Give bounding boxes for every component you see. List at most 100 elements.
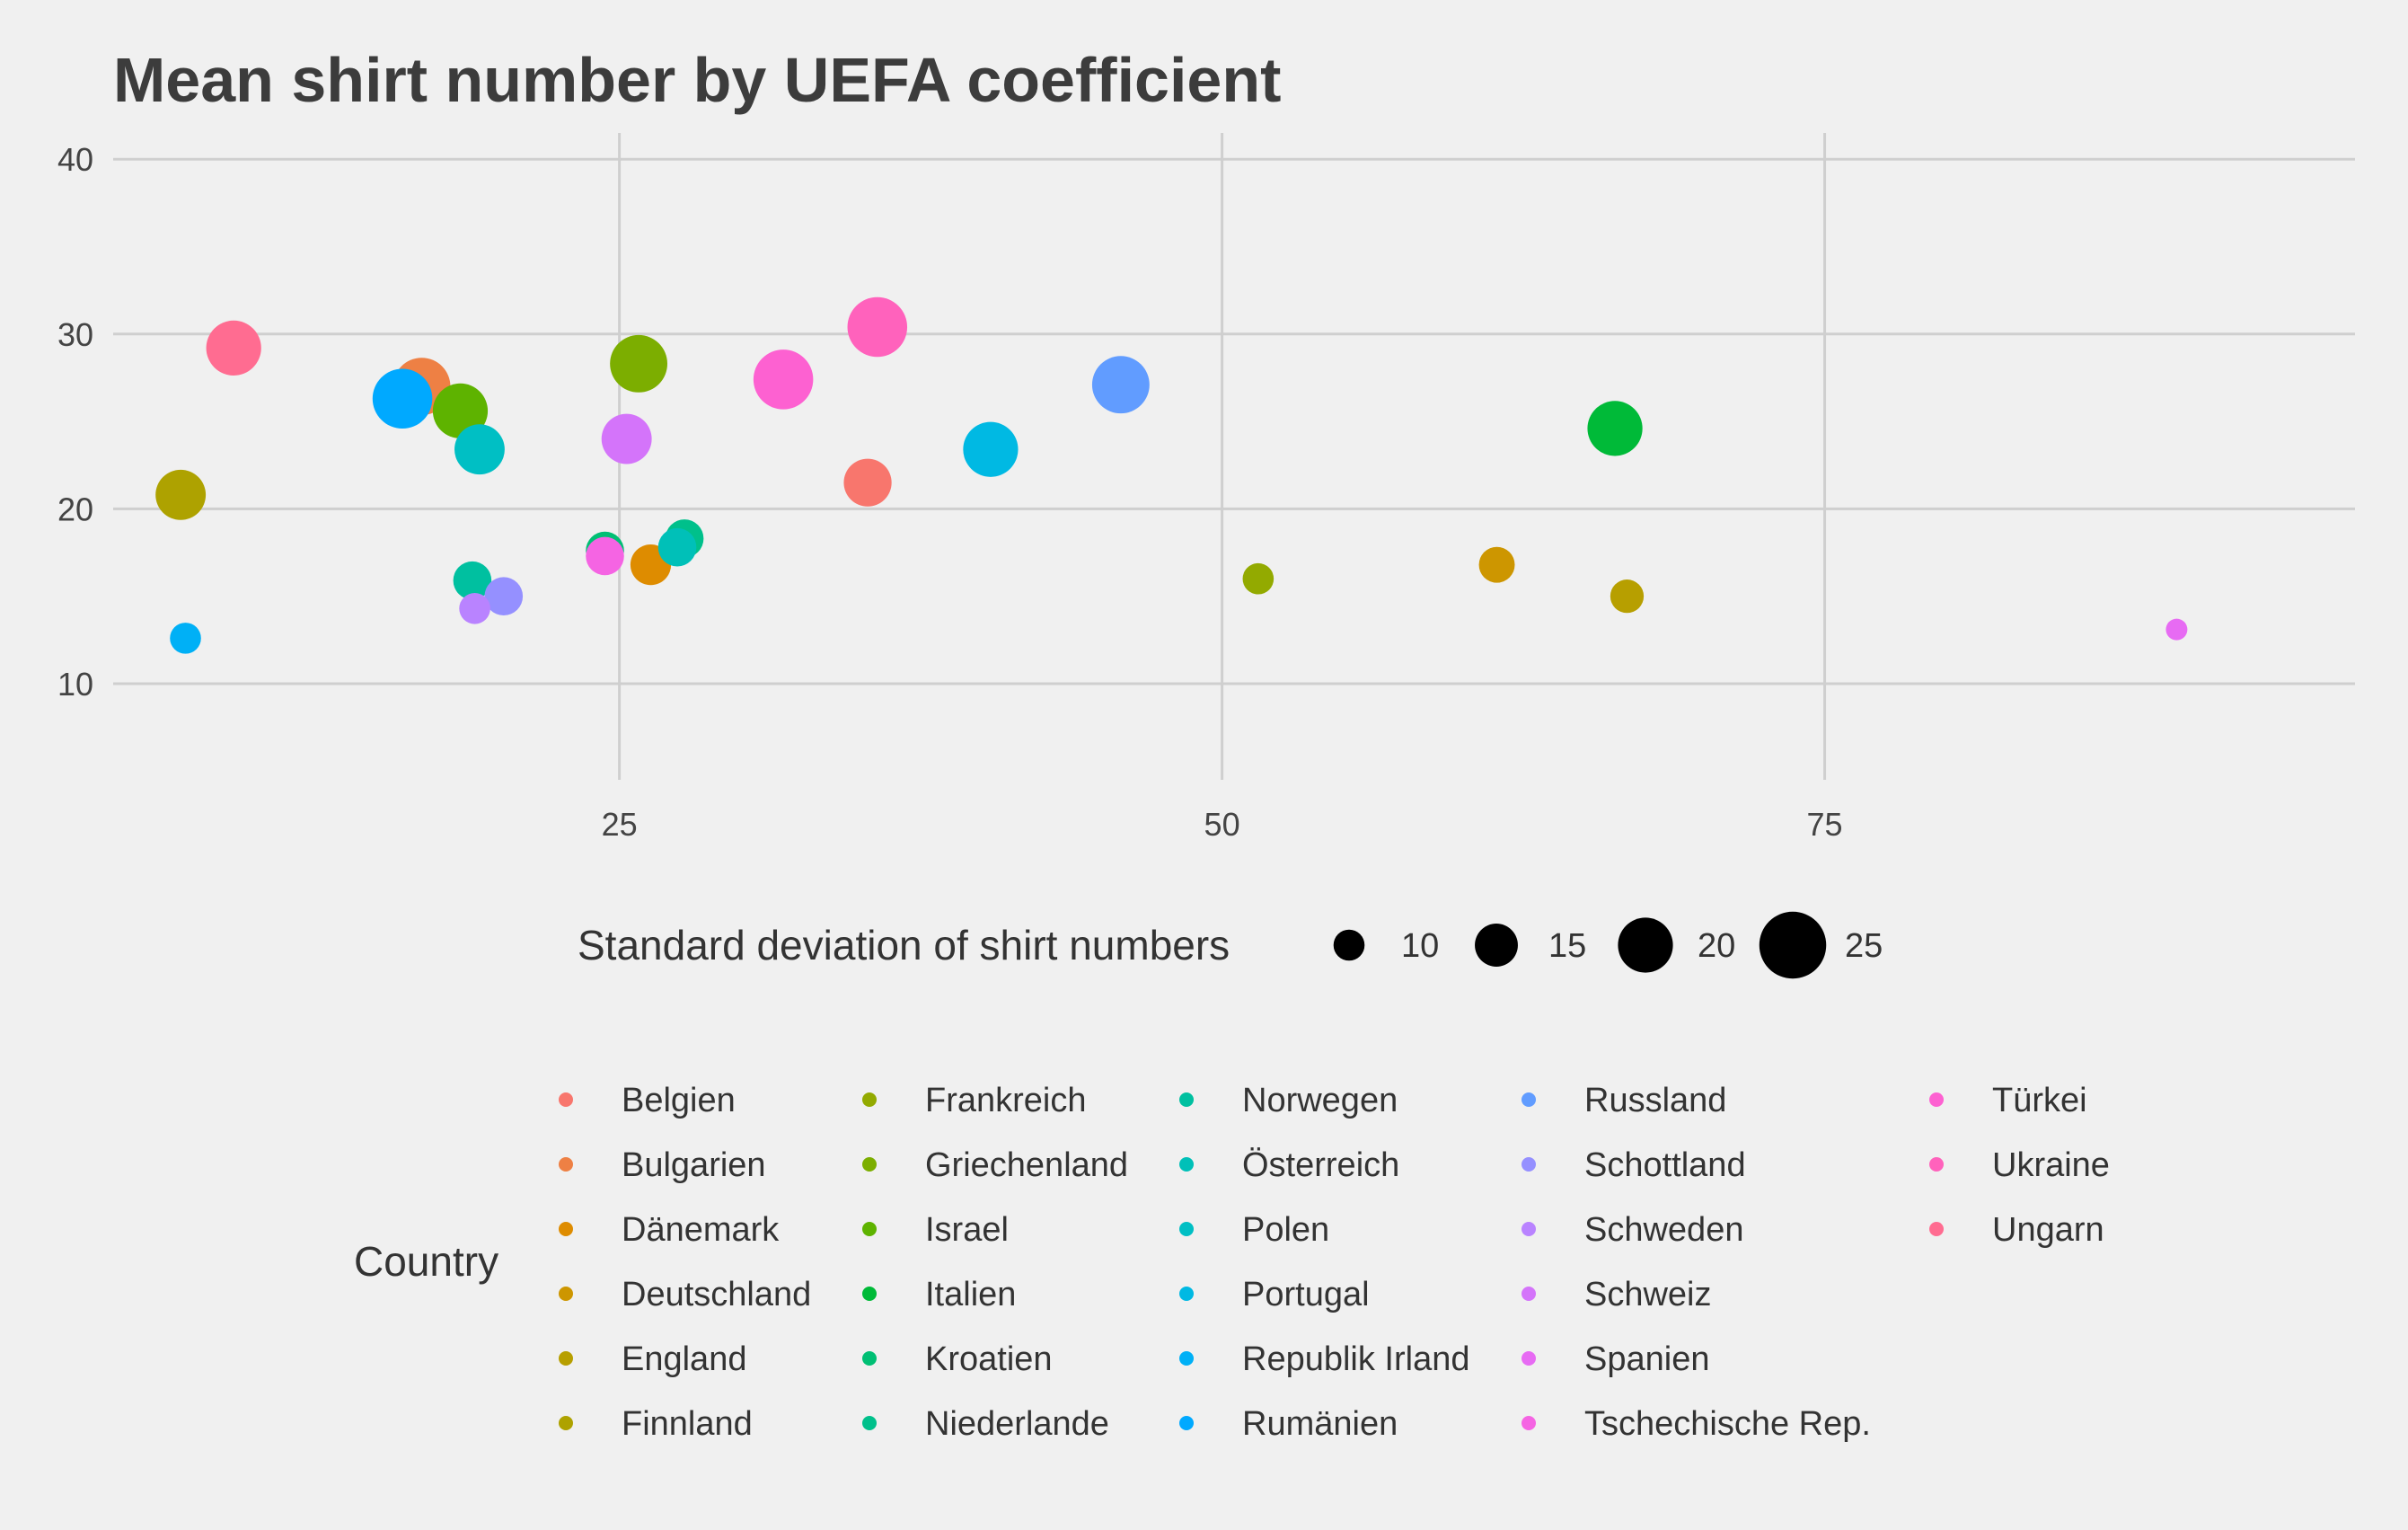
legend-label: Kroatien <box>925 1340 1053 1378</box>
legend-key <box>1522 1416 1536 1430</box>
data-point <box>657 527 697 567</box>
legend-label: Ukraine <box>1992 1146 2110 1184</box>
x-tick-label: 75 <box>1807 806 1843 843</box>
data-point <box>206 320 261 376</box>
legend-label: Belgien <box>622 1082 736 1119</box>
legend-key <box>1929 1157 1944 1172</box>
data-point <box>1242 562 1275 595</box>
grid <box>113 133 2355 780</box>
legend-key <box>862 1092 877 1107</box>
legend-label: Polen <box>1242 1211 1329 1249</box>
legend-key <box>862 1157 877 1172</box>
data-point <box>963 421 1019 477</box>
y-tick-label: 40 <box>57 141 93 178</box>
size-legend-key <box>1618 917 1673 973</box>
legend-key <box>559 1092 573 1107</box>
data-point <box>1587 401 1643 456</box>
legend-label: Schweden <box>1584 1211 1743 1249</box>
size-legend-key <box>1759 911 1827 979</box>
legend-key <box>1179 1416 1194 1430</box>
size-legend-label: 15 <box>1548 927 1586 965</box>
legend-key <box>862 1287 877 1301</box>
legend-key <box>559 1351 573 1366</box>
size-legend-label: 10 <box>1401 927 1439 965</box>
size-legend-label: 20 <box>1698 927 1735 965</box>
data-point <box>2165 618 2188 641</box>
legend-key <box>862 1416 877 1430</box>
legend-label: Österreich <box>1242 1146 1399 1184</box>
y-tick-label: 10 <box>57 666 93 703</box>
x-tick-label: 25 <box>602 806 638 843</box>
legend-label: Israel <box>925 1211 1009 1249</box>
legend-label: Russland <box>1584 1082 1726 1119</box>
legend-label: Ungarn <box>1992 1211 2104 1249</box>
legend-key <box>1522 1222 1536 1236</box>
legend-key <box>1522 1287 1536 1301</box>
legend-label: Bulgarien <box>622 1146 766 1184</box>
data-point <box>1091 356 1150 414</box>
data-point <box>432 383 489 439</box>
data-point <box>586 536 624 576</box>
legend-key <box>1929 1092 1944 1107</box>
data-point <box>610 334 668 393</box>
size-legend-label: 25 <box>1845 927 1883 965</box>
legend-label: Portugal <box>1242 1276 1370 1313</box>
legend-key <box>1179 1092 1194 1107</box>
legend-label: Griechenland <box>925 1146 1128 1184</box>
legend-label: Dänemark <box>622 1211 780 1249</box>
data-point <box>170 623 201 654</box>
data-point <box>155 469 207 520</box>
legend-key <box>1929 1222 1944 1236</box>
legend-key <box>1179 1287 1194 1301</box>
color-legend-title: Country <box>354 1238 498 1285</box>
legend-label: England <box>622 1340 746 1378</box>
legend-key <box>1522 1157 1536 1172</box>
data-point <box>1610 579 1645 614</box>
legend-label: Italien <box>925 1276 1016 1313</box>
legend-key <box>559 1416 573 1430</box>
legend-label: Schweiz <box>1584 1276 1712 1313</box>
legend-key <box>1522 1092 1536 1107</box>
legend-key <box>1179 1157 1194 1172</box>
legend-label: Tschechische Rep. <box>1584 1405 1871 1443</box>
legend-key <box>1522 1351 1536 1366</box>
x-tick-label: 50 <box>1204 806 1240 843</box>
data-point <box>454 424 505 475</box>
data-point <box>459 592 490 624</box>
data-points <box>155 296 2188 654</box>
legend-label: Republik Irland <box>1242 1340 1469 1378</box>
size-legend-key <box>1333 929 1365 961</box>
legend-label: Spanien <box>1584 1340 1709 1378</box>
data-point <box>601 413 652 464</box>
y-tick-label: 20 <box>57 491 93 527</box>
legend-label: Niederlande <box>925 1405 1109 1443</box>
legend-key <box>862 1351 877 1366</box>
data-point <box>753 349 814 410</box>
size-legend-key <box>1475 924 1518 967</box>
data-point <box>1478 546 1515 583</box>
legend-key <box>559 1157 573 1172</box>
legend-label: Rumänien <box>1242 1405 1398 1443</box>
chart-title: Mean shirt number by UEFA coefficient <box>113 45 1281 115</box>
legend-label: Schottland <box>1584 1146 1746 1184</box>
legend-key <box>1179 1222 1194 1236</box>
legend-key <box>862 1222 877 1236</box>
color-legend: Country Belgien Bulgarien Dänemark Deutschl… <box>354 1082 2110 1443</box>
legend-label: Frankreich <box>925 1082 1087 1119</box>
y-tick-label: 30 <box>57 316 93 353</box>
legend-label: Türkei <box>1992 1082 2087 1119</box>
legend-label: Norwegen <box>1242 1082 1398 1119</box>
legend-key <box>559 1222 573 1236</box>
legend-label: Deutschland <box>622 1276 811 1313</box>
data-point <box>372 368 433 429</box>
legend-label: Finnland <box>622 1405 753 1443</box>
data-point <box>843 458 892 507</box>
legend-key <box>559 1287 573 1301</box>
size-legend: Standard deviation of shirt numbers 10 15… <box>578 911 1883 979</box>
axis-ticks: 10 20 30 40 25 50 75 <box>57 141 1843 843</box>
size-legend-title: Standard deviation of shirt numbers <box>578 922 1230 968</box>
data-point <box>453 561 492 600</box>
data-point <box>484 577 524 615</box>
legend-key <box>1179 1351 1194 1366</box>
